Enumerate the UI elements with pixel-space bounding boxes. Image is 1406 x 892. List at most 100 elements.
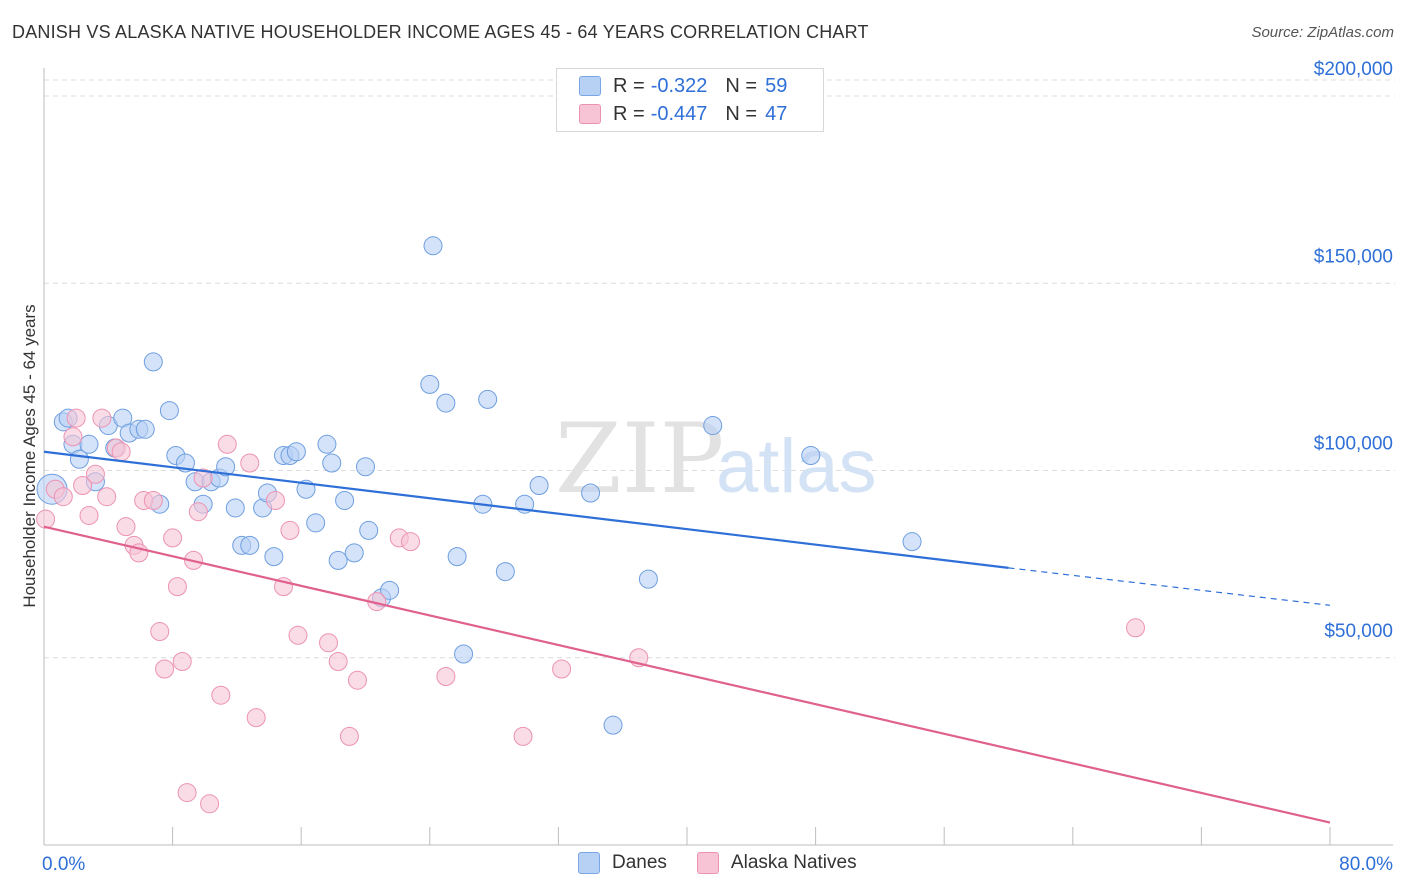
- data-point: [163, 528, 183, 548]
- data-point: [401, 532, 421, 552]
- data-point: [339, 726, 359, 746]
- legend-swatch-danes: [579, 76, 601, 96]
- data-point: [380, 580, 400, 600]
- data-point: [288, 625, 308, 645]
- data-point: [85, 464, 105, 484]
- data-point: [436, 666, 456, 686]
- data-point: [66, 408, 86, 428]
- data-point: [92, 408, 112, 428]
- gridlines: [44, 79, 1395, 659]
- data-point: [264, 547, 284, 567]
- data-point: [116, 517, 136, 537]
- data-point: [638, 569, 658, 589]
- legend-swatch-danes: [578, 852, 600, 874]
- data-point: [581, 483, 601, 503]
- data-point: [328, 651, 348, 671]
- data-point: [280, 520, 300, 540]
- data-point: [193, 468, 213, 488]
- data-point: [36, 509, 56, 529]
- data-point: [436, 393, 456, 413]
- data-point: [111, 442, 131, 462]
- data-point: [79, 434, 99, 454]
- y-tick-label: $50,000: [1324, 621, 1393, 642]
- legend-swatch-alaska-natives: [579, 104, 601, 124]
- data-point: [225, 498, 245, 518]
- legend-swatch-alaska-natives: [696, 852, 719, 874]
- data-point: [529, 475, 549, 495]
- trend-line: [43, 450, 1009, 569]
- legend-r-value: -0.447: [650, 102, 708, 125]
- y-tick-label: $100,000: [1314, 434, 1393, 455]
- data-point: [454, 644, 474, 664]
- legend-label-danes: Danes: [612, 852, 667, 873]
- data-point: [79, 505, 99, 525]
- legend-row-alaska-natives: R = -0.447 N = 47: [579, 101, 787, 127]
- data-point: [319, 633, 339, 653]
- data-point: [216, 457, 236, 477]
- legend-n-value: 59: [765, 74, 788, 97]
- data-point: [347, 670, 367, 690]
- data-point: [188, 502, 208, 522]
- watermark-zip: ZIP: [555, 403, 724, 515]
- data-point: [317, 434, 337, 454]
- data-point: [167, 577, 187, 597]
- data-point: [200, 794, 220, 814]
- axis-labels: $50,000 $100,000 $150,000 $200,000 0.0% 80.0%…: [20, 59, 1393, 875]
- data-point: [306, 513, 326, 533]
- data-point: [703, 416, 723, 436]
- data-point: [328, 550, 348, 570]
- data-point: [801, 446, 821, 466]
- y-axis-label: Householder Income Ages 45 - 64 years: [20, 304, 39, 607]
- data-point: [478, 389, 498, 409]
- data-point: [211, 685, 231, 705]
- data-point: [286, 442, 306, 462]
- data-point: [240, 535, 260, 555]
- data-point: [53, 487, 73, 507]
- source-label: Source: ZipAtlas.com: [1251, 24, 1394, 41]
- y-tick-label: $150,000: [1314, 246, 1393, 267]
- watermark: ZIP atlas: [555, 403, 877, 515]
- data-point: [63, 427, 83, 447]
- data-point: [265, 490, 285, 510]
- data-point: [335, 490, 355, 510]
- legend-item-danes[interactable]: Danes: [578, 852, 667, 874]
- legend-r-label: R =: [613, 74, 645, 97]
- data-point: [344, 543, 364, 563]
- data-point: [603, 715, 623, 735]
- data-point: [902, 532, 922, 552]
- legend-n-label: N =: [725, 102, 758, 125]
- legend-row-danes: R = -0.322 N = 59: [579, 73, 787, 99]
- data-point: [420, 374, 440, 394]
- correlation-legend: R = -0.322 N = 59 R = -0.447 N = 47: [556, 68, 824, 132]
- data-point: [552, 659, 572, 679]
- data-point: [217, 434, 237, 454]
- trend-lines: [43, 450, 1331, 824]
- data-point: [135, 419, 155, 439]
- legend-item-alaska-natives[interactable]: Alaska Natives: [696, 852, 857, 874]
- axes: [43, 68, 1393, 846]
- data-points: [36, 236, 1145, 814]
- data-point: [246, 708, 266, 728]
- trend-line-extension: [1008, 567, 1331, 606]
- data-point: [240, 453, 260, 473]
- data-point: [447, 547, 467, 567]
- series-legend: Danes Alaska Natives: [578, 852, 887, 874]
- data-point: [177, 783, 197, 803]
- data-point: [356, 457, 375, 477]
- legend-r-value: -0.322: [650, 74, 708, 97]
- y-tick-label: $200,000: [1314, 59, 1393, 80]
- chart-title: DANISH VS ALASKA NATIVE HOUSEHOLDER INCO…: [12, 22, 869, 42]
- data-point: [513, 726, 533, 746]
- data-point: [322, 453, 342, 473]
- legend-label-alaska-natives: Alaska Natives: [730, 852, 857, 873]
- data-point: [155, 659, 175, 679]
- data-point: [143, 490, 163, 510]
- x-tick-label: 0.0%: [42, 854, 85, 875]
- data-point: [73, 475, 93, 495]
- x-tick-label: 80.0%: [1339, 854, 1393, 875]
- data-point: [423, 236, 443, 256]
- data-point: [172, 651, 192, 671]
- data-point: [495, 562, 515, 582]
- trend-line: [43, 525, 1331, 824]
